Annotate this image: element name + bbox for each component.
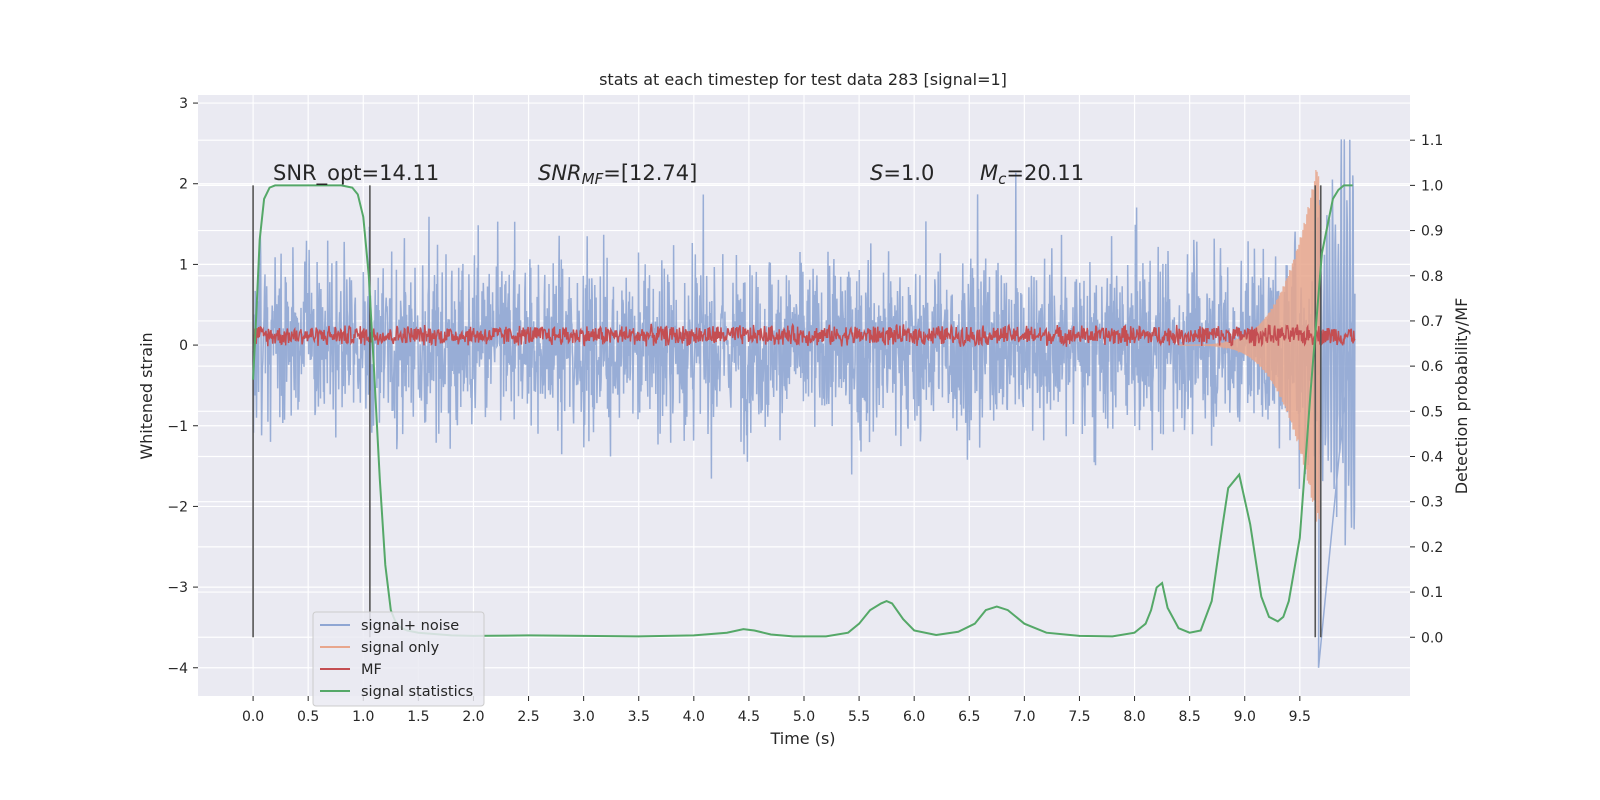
x-tick-label: 8.0 (1123, 709, 1145, 725)
annotation-snr-mf: SNRMF=[12.74] (538, 161, 697, 188)
y-left-tick-label: −2 (167, 499, 188, 515)
x-tick-label: 0.5 (297, 709, 319, 725)
x-tick-label: 6.5 (958, 709, 980, 725)
y-right-tick-label: 1.0 (1421, 178, 1443, 194)
y-right-tick-label: 0.5 (1421, 404, 1443, 420)
y-left-tick-label: 1 (179, 257, 188, 273)
series-signal-statistics (252, 184, 1353, 638)
y-right-tick-label: 0.9 (1421, 224, 1443, 240)
x-tick-label: 3.0 (573, 709, 595, 725)
annotation-s-value: =1.0 (883, 161, 934, 185)
y-left-tick-label: −3 (167, 580, 188, 596)
y-axis-right-label: Detection probability/MF (1452, 298, 1471, 495)
x-tick-label: 5.0 (793, 709, 815, 725)
y-right-tick-label: 0.3 (1421, 495, 1443, 511)
y-axis-left-ticks: 3 2 1 0 −1 −2 −3 −4 (167, 96, 198, 677)
y-right-tick-label: 0.2 (1421, 540, 1443, 556)
y-right-tick-label: 0.6 (1421, 359, 1443, 375)
x-tick-label: 2.5 (517, 709, 539, 725)
legend-label-signal-only: signal only (361, 640, 440, 656)
y-left-tick-label: −1 (167, 419, 188, 435)
x-tick-label: 6.0 (903, 709, 925, 725)
plot-lines (252, 139, 1356, 668)
annotation-snr-mf-subscript: MF (582, 170, 604, 188)
y-right-tick-label: 1.1 (1421, 133, 1443, 149)
x-tick-label: 1.5 (407, 709, 429, 725)
legend: signal+ noise signal only MF signal stat… (312, 611, 485, 707)
y-left-tick-label: 0 (179, 338, 188, 354)
y-right-tick-label: 0.1 (1421, 585, 1443, 601)
annotation-mc-subscript: c (998, 170, 1007, 188)
x-tick-label: 5.5 (848, 709, 870, 725)
annotation-s: S=1.0 (870, 161, 934, 185)
chart-title: stats at each timestep for test data 283… (599, 70, 1007, 89)
x-tick-label: 0.0 (242, 709, 264, 725)
annotation-snr-mf-value: =[12.74] (603, 161, 697, 185)
y-right-tick-label: 0.4 (1421, 450, 1443, 466)
legend-label-signal-noise: signal+ noise (361, 618, 459, 634)
x-tick-label: 4.0 (683, 709, 705, 725)
x-tick-label: 8.5 (1179, 709, 1201, 725)
legend-label-signal-statistics: signal statistics (361, 684, 473, 700)
legend-label-mf: MF (361, 662, 382, 678)
x-tick-label: 3.5 (628, 709, 650, 725)
annotation-s-symbol: S (870, 161, 883, 185)
annotation-mc-value: =20.11 (1006, 161, 1084, 185)
y-axis-left-label: Whitened strain (137, 332, 156, 459)
x-tick-label: 9.5 (1289, 709, 1311, 725)
y-right-tick-label: 0.0 (1421, 630, 1443, 646)
y-right-tick-label: 0.8 (1421, 269, 1443, 285)
x-tick-label: 7.0 (1013, 709, 1035, 725)
x-tick-label: 9.0 (1234, 709, 1256, 725)
x-tick-label: 2.0 (462, 709, 484, 725)
y-right-tick-label: 0.7 (1421, 314, 1443, 330)
x-axis-label: Time (s) (769, 729, 835, 748)
x-tick-label: 1.0 (352, 709, 374, 725)
x-tick-label: 4.5 (738, 709, 760, 725)
x-axis-ticks: 0.0 0.5 1.0 1.5 2.0 2.5 3.0 3.5 4.0 4.5 5.0 5.5 6.0 6… (242, 696, 1311, 725)
annotation-snr-opt: SNR_opt=14.11 (273, 161, 439, 186)
legend-box (312, 611, 485, 707)
y-left-tick-label: 3 (179, 96, 188, 112)
x-tick-label: 7.5 (1068, 709, 1090, 725)
series-mf (252, 322, 1356, 348)
y-left-tick-label: −4 (167, 661, 188, 677)
annotation-snr-mf-symbol: SNR (538, 161, 582, 185)
annotation-mc: Mc=20.11 (980, 161, 1084, 188)
y-axis-right-ticks: 1.1 1.0 0.9 0.8 0.7 0.6 0.5 0.4 0.3 0.2 0.1 0.0 (1410, 133, 1443, 646)
y-left-tick-label: 2 (179, 177, 188, 193)
annotation-mc-symbol: M (980, 161, 998, 185)
